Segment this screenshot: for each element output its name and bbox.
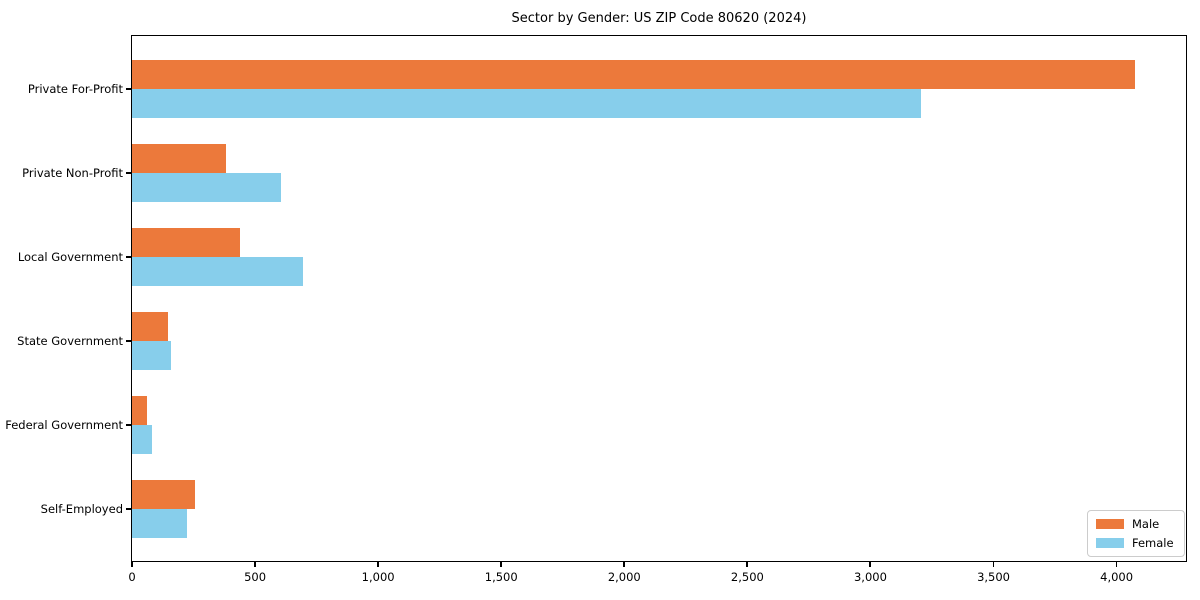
- bar-female: [132, 257, 304, 286]
- y-tick-label: Private Non-Profit: [22, 166, 123, 180]
- x-axis-tick: [1115, 562, 1118, 567]
- y-axis-tick: [126, 88, 131, 90]
- plot-area: [131, 35, 1187, 562]
- y-tick-label: Private For-Profit: [27, 82, 123, 96]
- x-axis-tick: [992, 562, 995, 567]
- x-axis-tick: [869, 562, 871, 567]
- x-axis-tick: [500, 562, 502, 567]
- bar-female: [132, 341, 172, 370]
- y-tick-label: Local Government: [17, 250, 123, 264]
- bar-male: [132, 396, 147, 425]
- x-tick-label: 1,500: [484, 570, 518, 584]
- bar-female: [132, 173, 281, 202]
- legend-swatch-male: [1096, 519, 1124, 529]
- y-axis-tick: [126, 256, 131, 258]
- bar-male: [132, 60, 1136, 89]
- chart-title: Sector by Gender: US ZIP Code 80620 (202…: [511, 11, 807, 26]
- x-axis-tick: [131, 562, 133, 567]
- bar-female: [132, 425, 152, 454]
- x-axis-tick: [746, 562, 748, 567]
- legend-label: Male: [1132, 517, 1160, 531]
- bar-male: [132, 228, 241, 257]
- legend-item: Male: [1096, 517, 1176, 531]
- bar-male: [132, 144, 226, 173]
- x-tick-label: 2,500: [730, 570, 764, 584]
- x-tick-label: 3,000: [853, 570, 887, 584]
- x-axis-tick: [623, 562, 625, 567]
- bar-male: [132, 480, 195, 509]
- y-axis-tick: [126, 424, 131, 426]
- y-tick-label: Federal Government: [5, 418, 123, 432]
- legend-label: Female: [1132, 536, 1174, 550]
- y-axis-tick: [126, 508, 131, 510]
- y-axis-tick: [126, 340, 131, 342]
- legend: Male Female: [1087, 510, 1185, 557]
- x-axis-tick: [377, 562, 379, 567]
- y-tick-label: Self-Employed: [40, 502, 123, 516]
- x-axis-tick: [254, 562, 256, 567]
- bar-female: [132, 509, 188, 538]
- x-tick-label: 3,500: [977, 570, 1010, 584]
- x-tick-label: 1,000: [361, 570, 395, 584]
- x-tick-label: 2,000: [607, 570, 641, 584]
- legend-swatch-female: [1096, 538, 1124, 548]
- legend-item: Female: [1096, 536, 1176, 550]
- y-axis-tick: [126, 172, 131, 174]
- x-tick-label: 4,000: [1100, 570, 1134, 584]
- x-tick-label: 500: [244, 570, 267, 584]
- y-tick-label: State Government: [17, 334, 123, 348]
- bar-male: [132, 312, 168, 341]
- bar-female: [132, 89, 921, 118]
- x-tick-label: 0: [128, 570, 136, 584]
